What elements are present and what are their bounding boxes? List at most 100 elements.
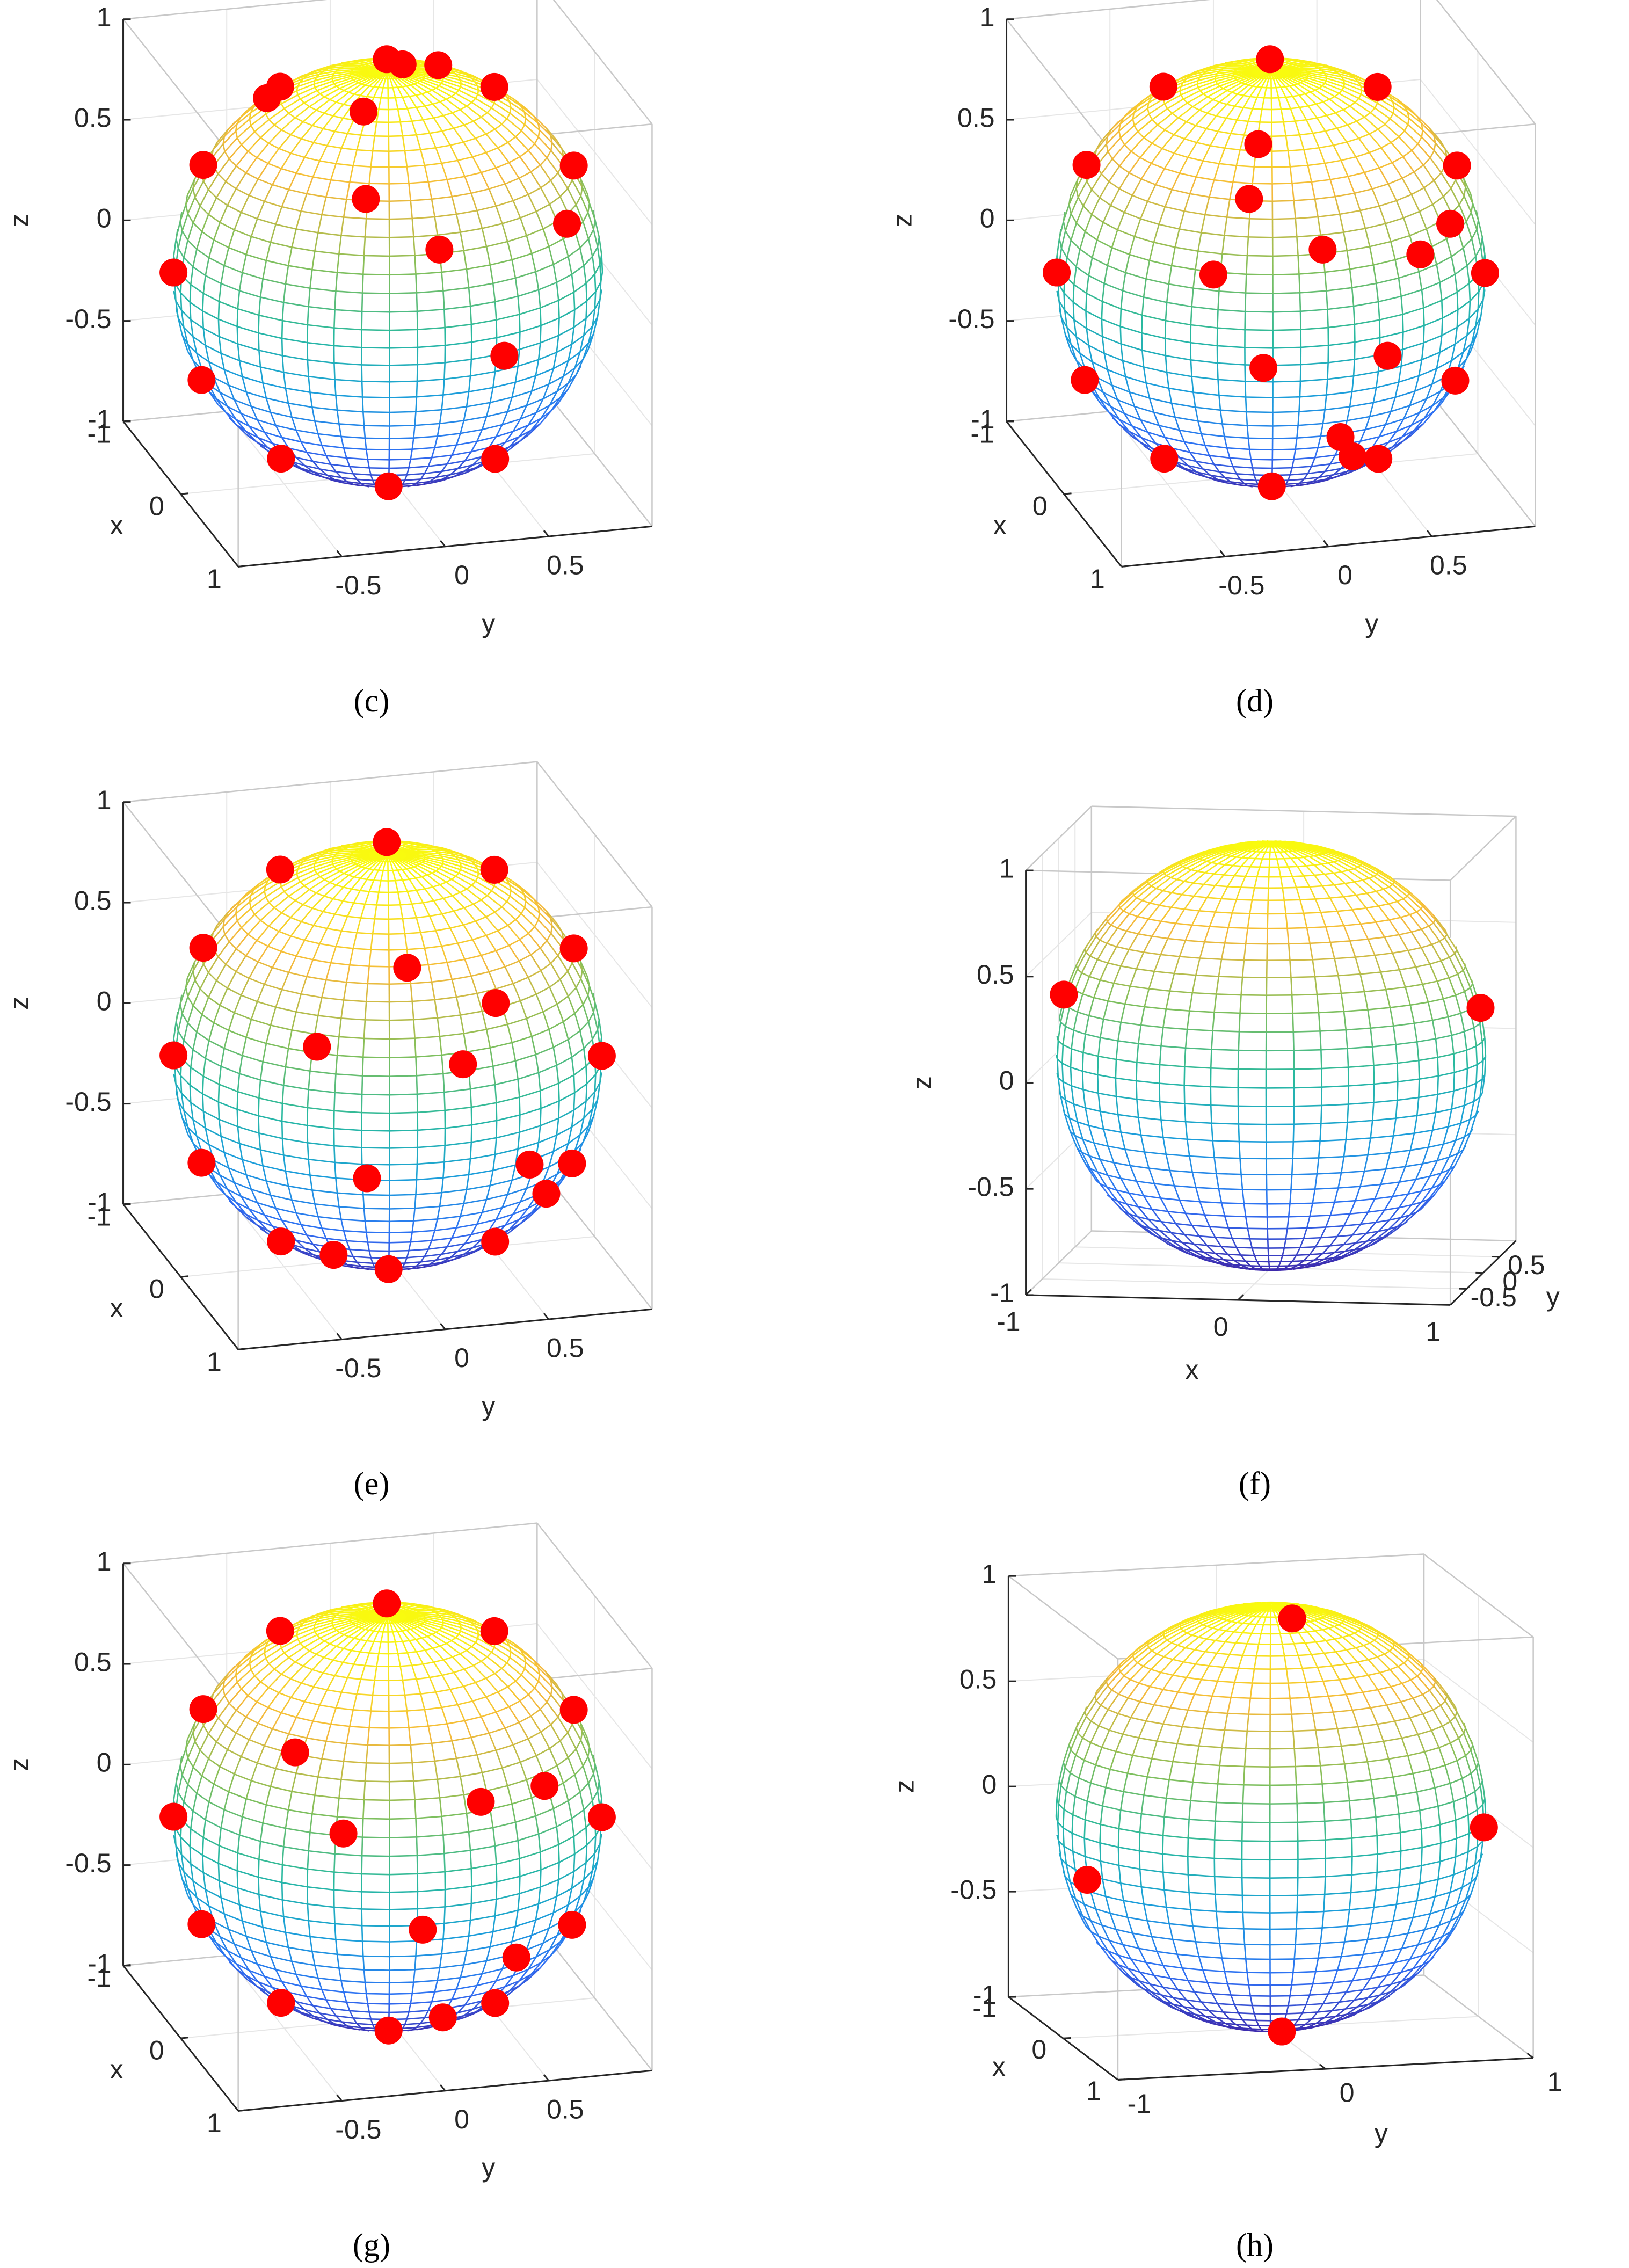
mesh-line <box>319 160 337 165</box>
mesh-line <box>524 124 539 138</box>
mesh-line <box>217 158 230 175</box>
mesh-line <box>336 163 353 166</box>
mesh-line <box>389 1093 418 1096</box>
marker <box>1149 72 1177 101</box>
mesh-line <box>1246 292 1273 294</box>
y-tick-label: -0.5 <box>335 570 381 600</box>
mesh-line <box>1063 293 1066 311</box>
mesh-line <box>258 297 261 316</box>
marker <box>481 445 510 473</box>
mesh-line <box>358 66 373 69</box>
x-tick-label: 0 <box>149 491 164 521</box>
mesh-line <box>411 121 417 135</box>
mesh-line <box>429 476 437 483</box>
mesh-line <box>417 344 446 348</box>
mesh-line <box>1423 325 1425 343</box>
mesh-line <box>287 403 293 418</box>
mesh-line <box>519 1097 521 1115</box>
mesh-line <box>507 136 517 143</box>
mesh-line <box>580 195 589 213</box>
mesh-line <box>550 172 559 181</box>
mesh-line <box>225 165 237 182</box>
mesh-line <box>420 149 426 166</box>
mesh-line <box>247 137 261 152</box>
mesh-line <box>1272 437 1297 440</box>
mesh-line <box>1272 310 1301 313</box>
mesh-line <box>451 196 457 215</box>
mesh-line <box>312 461 321 470</box>
mesh-line <box>196 249 209 258</box>
mesh-line <box>342 845 354 847</box>
mesh-line <box>281 94 299 105</box>
mesh-line <box>272 184 289 191</box>
mesh-line <box>395 96 403 99</box>
mesh-line <box>406 85 417 96</box>
mesh-line <box>348 64 361 67</box>
mesh-line <box>444 305 471 310</box>
mesh-line <box>257 201 265 219</box>
mesh-line <box>303 93 321 104</box>
mesh-line <box>460 428 483 434</box>
mesh-line <box>587 203 591 213</box>
mesh-line <box>515 136 529 151</box>
mesh-line <box>288 447 307 453</box>
mesh-line <box>443 362 446 380</box>
mesh-line <box>389 1163 418 1166</box>
mesh-line <box>461 83 479 91</box>
mesh-line <box>416 311 418 330</box>
mesh-line <box>362 380 390 383</box>
mesh-line <box>307 359 334 364</box>
mesh-line <box>265 113 270 120</box>
mesh-line <box>1231 64 1245 67</box>
mesh-line <box>441 272 444 291</box>
mesh-line <box>285 283 310 289</box>
mesh-line <box>463 245 487 252</box>
mesh-line <box>300 441 308 453</box>
mesh-line <box>350 72 369 77</box>
mesh-line <box>1222 67 1239 70</box>
mesh-line <box>220 265 225 284</box>
mesh-line <box>187 197 196 214</box>
mesh-line <box>460 86 478 95</box>
mesh-line <box>300 98 305 104</box>
mesh-line <box>288 172 297 190</box>
mesh-line <box>251 236 271 243</box>
mesh-line <box>519 405 527 419</box>
mesh-line <box>291 229 297 248</box>
y-tick-label: 0 <box>1337 560 1352 590</box>
mesh-line <box>538 351 557 361</box>
mesh-line <box>511 259 517 279</box>
mesh-line <box>331 62 343 67</box>
mesh-line <box>324 112 333 117</box>
mesh-line <box>268 108 285 120</box>
mesh-line <box>301 468 313 475</box>
marker <box>189 151 217 179</box>
mesh-line <box>1290 485 1296 488</box>
mesh-line <box>525 118 540 131</box>
mesh-line <box>220 222 235 231</box>
mesh-line <box>242 272 263 280</box>
mesh-line <box>227 406 237 420</box>
mesh-line <box>275 206 283 225</box>
mesh-line <box>441 474 451 480</box>
mesh-line <box>236 419 250 427</box>
mesh-line <box>460 420 465 434</box>
mesh-line <box>1217 309 1219 328</box>
y-tick-label: -0.5 <box>1218 570 1264 600</box>
mesh-line <box>435 471 442 478</box>
mesh-line <box>416 105 425 108</box>
mesh-line <box>1252 108 1262 110</box>
mesh-line <box>442 290 445 310</box>
mesh-line <box>571 327 575 345</box>
mesh-line <box>466 269 470 288</box>
mesh-line <box>304 142 315 158</box>
mesh-line <box>359 61 369 64</box>
mesh-line <box>443 77 462 84</box>
mesh-line <box>431 195 453 200</box>
mesh-line <box>1272 424 1298 427</box>
mesh-line <box>389 1207 415 1210</box>
x-tick-label: -1 <box>88 418 111 448</box>
y-tick-label: 0.5 <box>1430 550 1467 580</box>
mesh-line <box>347 133 361 136</box>
mesh-line <box>424 470 442 475</box>
